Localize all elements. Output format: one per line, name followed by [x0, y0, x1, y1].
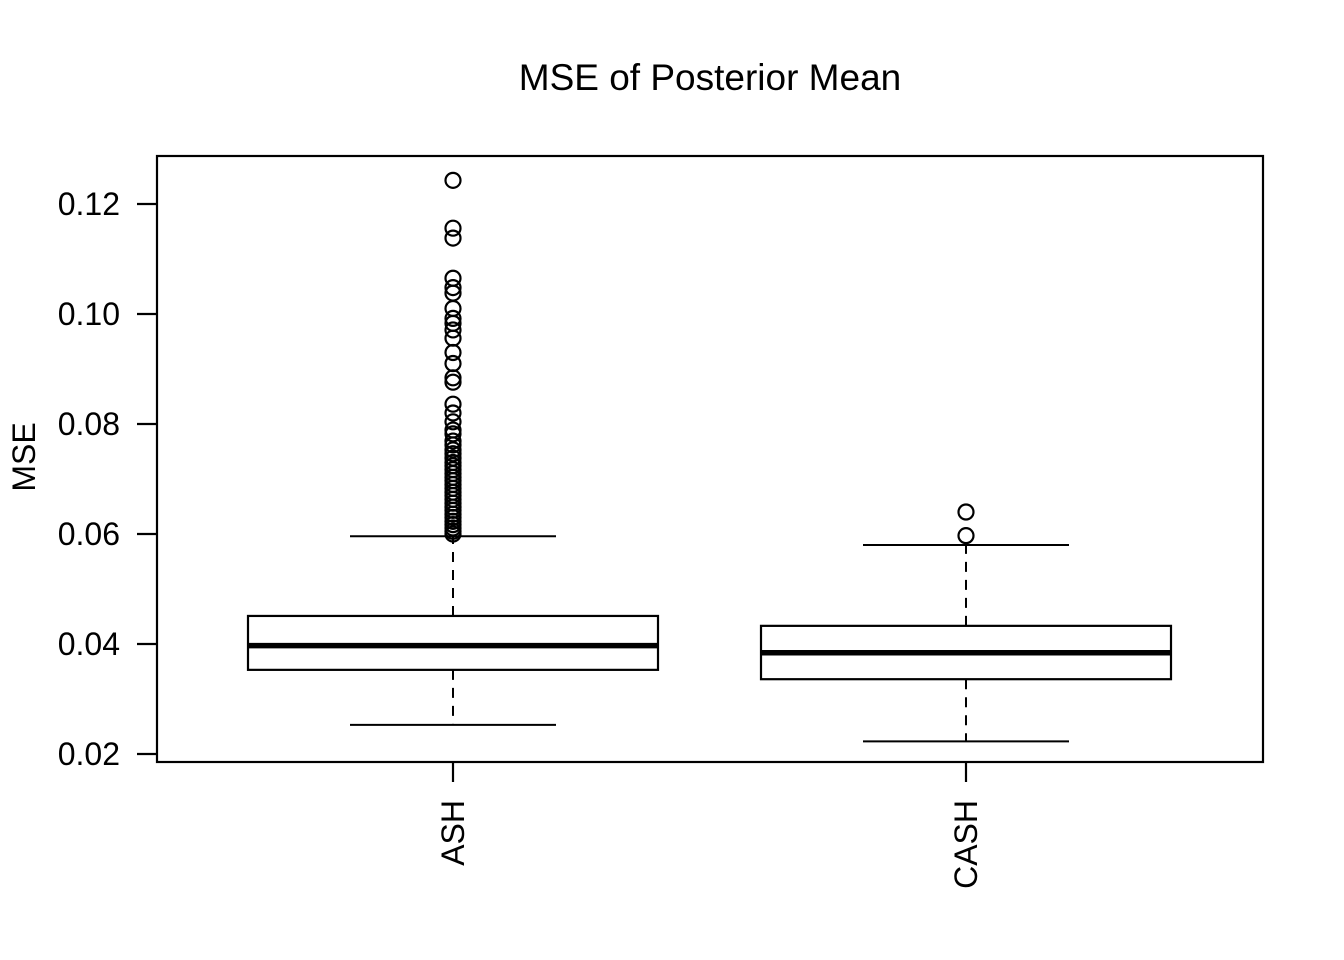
outlier-point: [444, 171, 462, 189]
outlier-point: [444, 413, 462, 431]
outlier-point: [444, 525, 462, 543]
outlier-point: [444, 321, 462, 339]
plot-frame: [155, 154, 1265, 764]
y-tick-label: 0.04: [58, 626, 120, 662]
outlier-point: [444, 395, 462, 413]
plot-area: 0.02 0.04 0.06 0.08 0.10 0.12 ASH CASH: [58, 154, 1265, 889]
outlier-point: [444, 219, 462, 237]
outlier-point: [444, 229, 462, 247]
outlier-point: [444, 373, 462, 391]
y-tick-label: 0.08: [58, 406, 120, 442]
outlier-point: [444, 436, 462, 454]
y-tick-label: 0.02: [58, 736, 120, 772]
y-tick-label: 0.10: [58, 296, 120, 332]
y-tick-label: 0.12: [58, 186, 120, 222]
x-category-label: ASH: [435, 800, 471, 866]
outlier-point: [444, 279, 462, 297]
x-category-label: CASH: [948, 800, 984, 889]
outlier-point: [444, 354, 462, 373]
outlier-point: [444, 309, 462, 327]
outlier-point: [957, 503, 975, 521]
chart-title: MSE of Posterior Mean: [519, 57, 901, 98]
outlier-point: [444, 343, 462, 362]
y-axis-label: MSE: [6, 422, 42, 491]
outlier-point: [957, 527, 975, 545]
outlier-point: [444, 369, 462, 387]
outlier-point: [444, 404, 462, 422]
y-tick-label: 0.06: [58, 516, 120, 552]
